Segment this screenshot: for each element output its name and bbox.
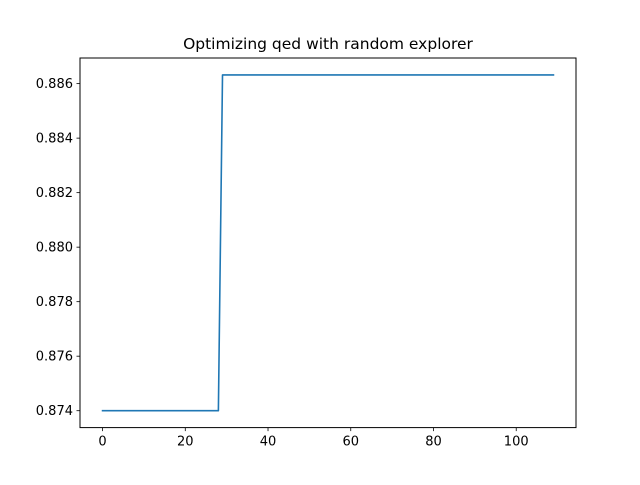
y-tick-label: 0.882 <box>36 186 73 201</box>
y-tick-label: 0.878 <box>36 295 73 310</box>
x-tick-label: 100 <box>504 435 529 450</box>
x-tick-label: 40 <box>260 435 277 450</box>
y-tick-label: 0.874 <box>36 404 73 419</box>
y-tick-label: 0.880 <box>36 241 73 256</box>
y-tick-label: 0.884 <box>36 132 73 147</box>
chart-title: Optimizing qed with random explorer <box>183 35 473 53</box>
plot-series <box>101 74 555 412</box>
x-tick-label: 80 <box>425 435 442 450</box>
y-tick-label: 0.876 <box>36 350 73 365</box>
axes-frame <box>79 57 577 429</box>
series-line-0 <box>101 74 555 412</box>
x-tick-label: 0 <box>98 435 106 450</box>
y-tick-label: 0.886 <box>36 77 73 92</box>
y-axis: 0.874 0.876 0.878 0.880 0.882 0.884 0.886 <box>36 77 80 419</box>
x-axis: 0 20 40 60 80 100 <box>98 427 529 450</box>
x-tick-label: 60 <box>342 435 359 450</box>
x-tick-label: 20 <box>177 435 194 450</box>
